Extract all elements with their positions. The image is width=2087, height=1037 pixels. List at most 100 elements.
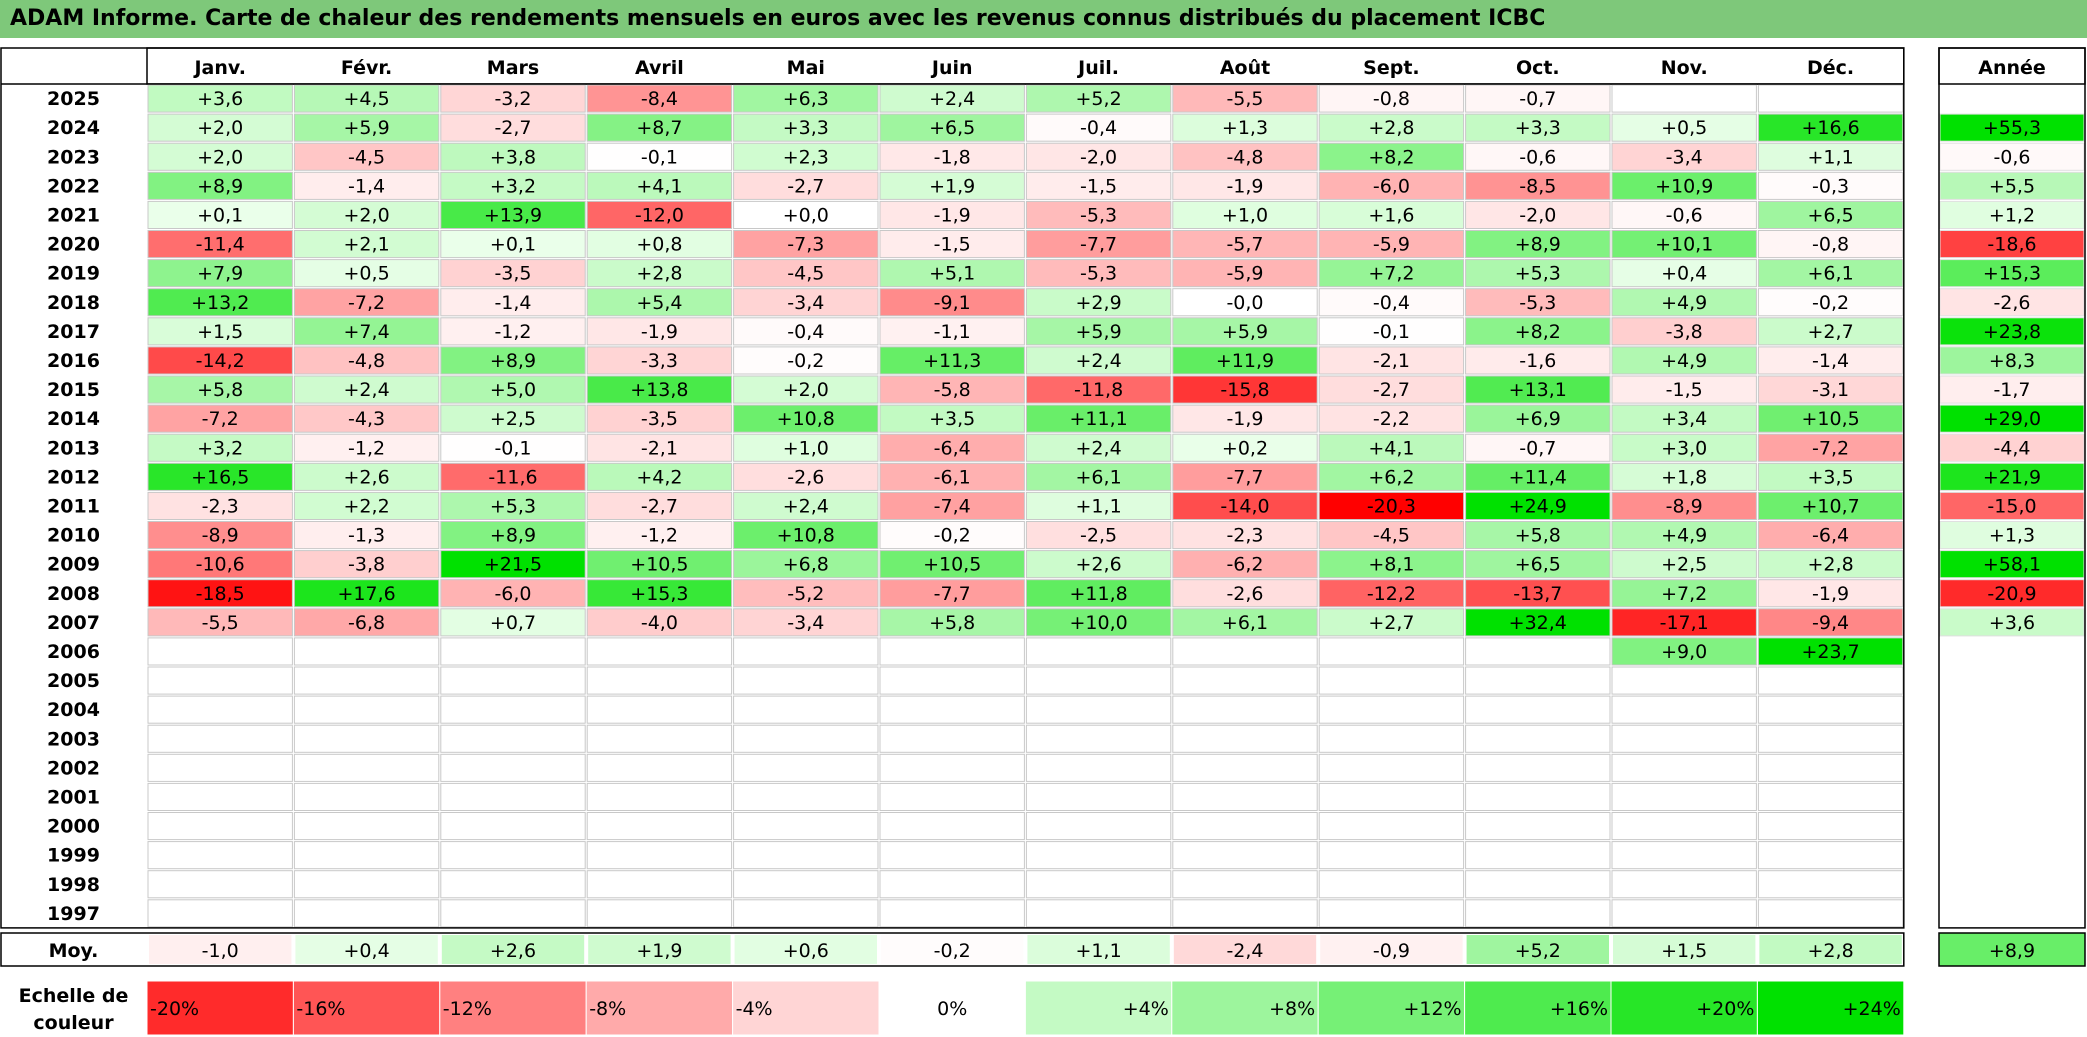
heatmap-cell: [1465, 666, 1611, 695]
cell-value: -0,4: [1373, 292, 1410, 314]
cell-value: +5,8: [1515, 525, 1561, 547]
heatmap-cell: [1025, 637, 1172, 666]
heatmap-cell: [147, 899, 293, 928]
heatmap-cell: [1318, 841, 1465, 870]
heatmap-cell: [879, 521, 1025, 550]
average-value: +1,9: [636, 940, 682, 962]
cell-value: +6,2: [1368, 466, 1414, 488]
cell-value: -20,3: [1367, 496, 1416, 518]
heatmap-cell: [147, 579, 293, 608]
cell-value: -11,8: [1074, 379, 1123, 401]
heatmap-cell: [1172, 753, 1318, 782]
annual-cell: [1939, 550, 2085, 579]
cell-value: -5,8: [934, 379, 971, 401]
heatmap-cell: [440, 288, 586, 317]
heatmap-cell: [1465, 171, 1611, 200]
heatmap-cell: [147, 404, 293, 433]
cell-value: +13,8: [630, 379, 688, 401]
cell-value: +11,9: [1216, 350, 1274, 372]
cell-value: -3,4: [1666, 146, 1703, 168]
average-cell: [1613, 935, 1756, 964]
heatmap-cell: [293, 724, 440, 753]
heatmap-cell: [1611, 491, 1757, 520]
heatmap-cell: [293, 608, 440, 637]
cell-value: +2,4: [1076, 350, 1122, 372]
heatmap-cell: [1025, 433, 1172, 462]
heatmap-cell: [1757, 404, 1904, 433]
cell-value: -1,5: [1666, 379, 1703, 401]
heatmap-cell: [1611, 113, 1757, 142]
average-value: +0,4: [344, 940, 390, 962]
cell-value: -0,2: [787, 350, 824, 372]
heatmap-cell: [1611, 637, 1757, 666]
year-label: 2013: [47, 437, 100, 459]
annual-cell: [1940, 841, 2084, 869]
cell-value: +0,1: [490, 234, 536, 256]
heatmap-cell: [440, 812, 586, 841]
heatmap-cell: [440, 870, 586, 899]
heatmap-cell: [879, 637, 1025, 666]
heatmap-cell: [879, 753, 1025, 782]
heatmap-cell: [1318, 579, 1465, 608]
annual-header: Année: [1978, 57, 2046, 79]
heatmap-cell: [1025, 841, 1172, 870]
heatmap-cell: [1172, 899, 1318, 928]
year-label: 2011: [47, 496, 100, 518]
legend-swatch: [1756, 980, 1905, 1036]
heatmap-cell: [1611, 142, 1757, 171]
cell-value: +5,9: [1222, 321, 1268, 343]
heatmap-cell: [1757, 899, 1904, 928]
cell-value: -1,8: [934, 146, 971, 168]
cell-value: -2,2: [1373, 408, 1410, 430]
heatmap-cell: [733, 579, 879, 608]
annual-cell: [1940, 870, 2084, 898]
heatmap-cell: [293, 462, 440, 491]
heatmap-cell: [1172, 724, 1318, 753]
annual-header-cell: [1938, 47, 2086, 85]
heatmap-cell: [1025, 346, 1172, 375]
heatmap-cell: [1465, 288, 1611, 317]
heatmap-cell: [1318, 375, 1465, 404]
heatmap-cell: [733, 812, 879, 841]
cell-value: +24,9: [1509, 496, 1567, 518]
cell-value: -0,7: [1519, 437, 1556, 459]
cell-value: -5,2: [787, 583, 824, 605]
cell-value: +2,4: [783, 496, 829, 518]
annual-cell: [1939, 433, 2085, 462]
heatmap-cell: [586, 375, 733, 404]
annual-value: -0,6: [1993, 146, 2030, 168]
heatmap-cell: [733, 491, 879, 520]
heatmap-cell: [1318, 288, 1465, 317]
cell-value: -1,9: [641, 321, 678, 343]
heatmap-cell: [586, 288, 733, 317]
heatmap-cell: [586, 171, 733, 200]
heatmap-cell: [1611, 550, 1757, 579]
heatmap-cell: [147, 550, 293, 579]
heatmap-cell: [586, 608, 733, 637]
heatmap-cell: [440, 579, 586, 608]
legend-swatch: [1024, 980, 1173, 1036]
cell-value: +5,0: [490, 379, 536, 401]
heatmap-cell: [1465, 899, 1611, 928]
cell-value: -4,5: [1373, 525, 1410, 547]
cell-value: -1,9: [1226, 175, 1263, 197]
cell-value: -7,7: [1080, 234, 1117, 256]
heatmap-cell: [1172, 666, 1318, 695]
heatmap-cell: [1757, 200, 1904, 229]
heatmap-cell: [440, 782, 586, 812]
heatmap-cell: [1611, 462, 1757, 491]
heatmap-cell: [1611, 812, 1757, 841]
heatmap-cell: [1172, 200, 1318, 229]
heatmap-cell: [293, 782, 440, 812]
heatmap-cell: [1318, 899, 1465, 928]
year-label: 1998: [47, 874, 100, 896]
cell-value: +2,8: [1808, 554, 1854, 576]
heatmap-cell: [1757, 317, 1904, 346]
heatmap-cell: [293, 899, 440, 928]
cell-value: -18,5: [196, 583, 245, 605]
cell-value: +8,2: [1368, 146, 1414, 168]
heatmap-cell: [1465, 870, 1611, 899]
annual-cell: [1940, 85, 2084, 113]
heatmap-cell: [1611, 899, 1757, 928]
cell-value: -2,6: [787, 466, 824, 488]
